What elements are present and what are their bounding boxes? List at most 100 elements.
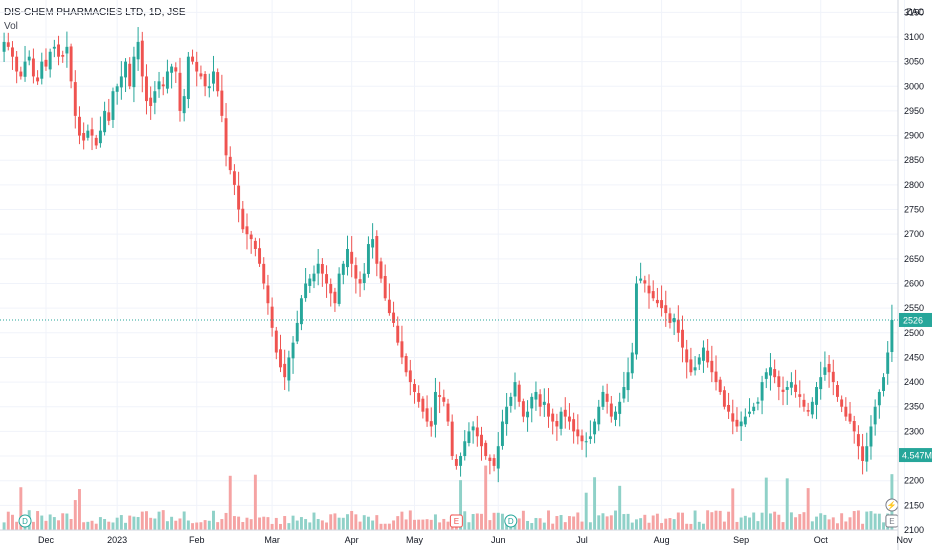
candle-body bbox=[191, 56, 195, 62]
candle-body bbox=[584, 441, 588, 443]
candle-body bbox=[563, 409, 567, 417]
candle-body bbox=[308, 278, 312, 286]
candle-body bbox=[425, 408, 429, 422]
dividend-marker-label: D bbox=[22, 517, 28, 526]
candle-body bbox=[618, 401, 622, 414]
volume-bar bbox=[333, 513, 337, 530]
candle-body bbox=[827, 363, 831, 373]
volume-bar bbox=[852, 511, 856, 530]
volume-bar bbox=[718, 510, 722, 530]
candle-body bbox=[48, 51, 52, 70]
candle-body bbox=[643, 280, 647, 284]
candle-body bbox=[572, 419, 576, 432]
candle-body bbox=[421, 398, 425, 412]
volume-bar bbox=[572, 516, 576, 530]
volume-bar bbox=[11, 514, 14, 530]
candle-body bbox=[325, 274, 329, 284]
volume-bar bbox=[777, 514, 781, 530]
candle-body bbox=[90, 129, 94, 136]
candle-body bbox=[580, 435, 584, 442]
price-tick-label: 2750 bbox=[904, 205, 924, 215]
volume-bar bbox=[358, 521, 362, 530]
volume-bar bbox=[676, 512, 680, 530]
candle-body bbox=[316, 263, 320, 274]
candle-body bbox=[299, 298, 303, 325]
volume-bar bbox=[559, 515, 563, 530]
volume-bar bbox=[237, 516, 241, 530]
candle-body bbox=[551, 413, 555, 422]
candle-body bbox=[11, 47, 14, 57]
candle-body bbox=[768, 367, 772, 376]
candle-body bbox=[534, 391, 538, 400]
candle-body bbox=[366, 244, 370, 274]
price-tick-label: 2500 bbox=[904, 328, 924, 338]
volume-bar bbox=[299, 517, 303, 530]
candle-body bbox=[69, 46, 73, 82]
volume-bar bbox=[764, 477, 768, 530]
candle-body bbox=[848, 413, 852, 422]
candle-body bbox=[475, 427, 479, 437]
volume-bar bbox=[90, 520, 94, 530]
candle-body bbox=[526, 411, 530, 418]
volume-bar bbox=[630, 522, 634, 530]
candle-body bbox=[249, 234, 253, 240]
volume-bar bbox=[831, 517, 835, 530]
volume-bar bbox=[329, 514, 333, 530]
candle-body bbox=[664, 305, 668, 314]
volume-bars bbox=[2, 465, 894, 530]
dividend-marker[interactable] bbox=[18, 514, 32, 528]
candle-body bbox=[195, 61, 199, 72]
volume-bar bbox=[241, 522, 245, 530]
volume-bar bbox=[655, 513, 659, 530]
candle-body bbox=[178, 72, 182, 111]
volume-bar bbox=[337, 517, 341, 530]
volume-bar bbox=[848, 517, 852, 530]
earnings-marker[interactable] bbox=[449, 514, 463, 528]
price-badges: 2526 4.547M bbox=[0, 312, 932, 463]
candle-body bbox=[140, 40, 144, 77]
volume-bar bbox=[492, 512, 496, 530]
volume-bar bbox=[404, 519, 408, 530]
volume-bar bbox=[216, 522, 220, 530]
volume-bar bbox=[438, 522, 442, 530]
candle-body bbox=[132, 56, 136, 88]
volume-bar bbox=[258, 517, 262, 530]
volume-bar bbox=[249, 519, 253, 530]
volume-bar bbox=[350, 510, 354, 530]
candle-body bbox=[467, 431, 471, 443]
price-tick-label: 2350 bbox=[904, 402, 924, 412]
price-axis[interactable]: 2100215022002250230023502400245025002550… bbox=[904, 7, 924, 535]
event-markers[interactable]: D E D ⚡ E bbox=[18, 498, 899, 528]
volume-bar bbox=[191, 523, 195, 530]
volume-bar bbox=[748, 517, 751, 530]
candle-body bbox=[57, 44, 61, 57]
price-candles bbox=[2, 27, 894, 483]
time-axis[interactable]: Dec 2023 Feb Mar Apr May Jun Jul Aug Sep Oct Nov bbox=[38, 535, 913, 545]
candle-body bbox=[383, 276, 387, 299]
volume-bar bbox=[651, 515, 655, 530]
earnings-marker-label: E bbox=[889, 517, 894, 526]
volume-label: Vol bbox=[4, 21, 18, 32]
candle-body bbox=[337, 273, 341, 304]
volume-bar bbox=[6, 511, 10, 530]
volume-bar bbox=[442, 518, 446, 530]
volume-bar bbox=[756, 521, 760, 530]
candle-body bbox=[232, 171, 236, 185]
volume-bar bbox=[584, 492, 588, 530]
volume-bar bbox=[467, 522, 471, 530]
candle-body bbox=[98, 130, 102, 144]
candle-body bbox=[312, 273, 316, 282]
volume-bar bbox=[31, 521, 35, 530]
candle-body bbox=[23, 61, 27, 77]
candle-body bbox=[350, 251, 354, 264]
earnings-marker-label: E bbox=[454, 517, 459, 526]
candle-body bbox=[647, 285, 651, 294]
volume-bar bbox=[65, 513, 69, 530]
volume-bar bbox=[245, 517, 249, 530]
dividend-marker[interactable] bbox=[504, 514, 518, 528]
candle-body bbox=[450, 421, 454, 457]
candle-body bbox=[186, 56, 190, 100]
volume-bar bbox=[157, 511, 161, 530]
volume-bar bbox=[865, 511, 869, 530]
